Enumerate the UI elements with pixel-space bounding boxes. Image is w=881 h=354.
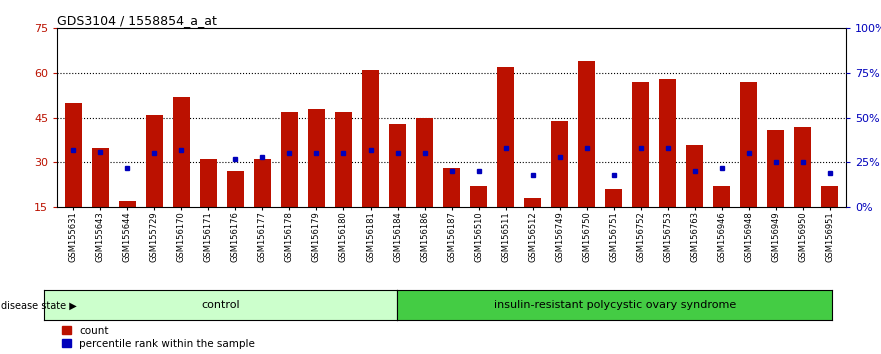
Bar [821,186,838,207]
Bar [174,97,189,207]
Bar [633,82,648,207]
Bar [579,61,595,207]
Bar [255,159,270,207]
Bar [524,198,541,207]
Bar [660,79,676,207]
Bar [227,171,243,207]
Bar [552,121,567,207]
Bar [714,186,729,207]
Bar [498,67,514,207]
Bar [740,82,757,207]
Bar [308,109,324,207]
Bar [605,189,622,207]
Bar [119,201,136,207]
Bar [686,144,703,207]
Bar [767,130,784,207]
Bar [389,124,405,207]
Bar [795,127,811,207]
Text: control: control [201,300,240,310]
Bar [417,118,433,207]
Bar [146,115,163,207]
Text: insulin-resistant polycystic ovary syndrome: insulin-resistant polycystic ovary syndr… [493,300,736,310]
Bar [362,70,379,207]
Bar [443,169,460,207]
Bar [65,103,82,207]
Bar [281,112,298,207]
Bar [336,112,352,207]
Bar [93,148,108,207]
Text: GDS3104 / 1558854_a_at: GDS3104 / 1558854_a_at [57,14,217,27]
Bar [200,159,217,207]
Legend: count, percentile rank within the sample: count, percentile rank within the sample [63,326,255,349]
Bar [470,186,486,207]
Text: disease state ▶: disease state ▶ [1,300,77,310]
